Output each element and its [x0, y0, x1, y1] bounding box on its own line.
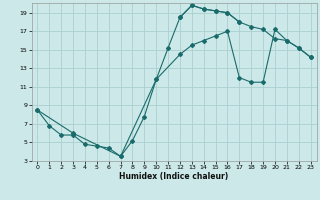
- X-axis label: Humidex (Indice chaleur): Humidex (Indice chaleur): [119, 172, 229, 181]
